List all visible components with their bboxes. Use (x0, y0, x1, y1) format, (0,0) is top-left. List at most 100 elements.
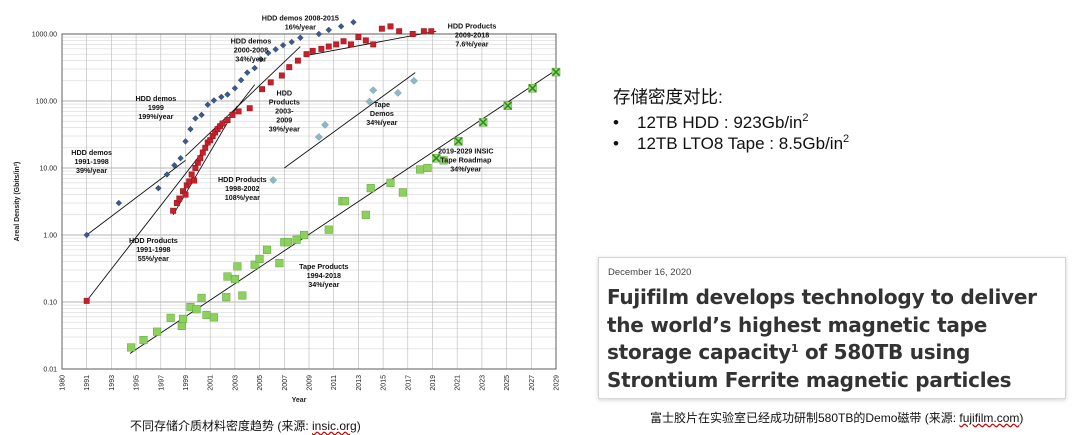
point-square (396, 28, 403, 35)
point-square (340, 38, 347, 45)
point-square (325, 43, 332, 50)
news-caption: 富士胶片在实验室已经成功研制580TB的Demo磁带 (来源: fujifilm… (650, 409, 1023, 426)
point-square (409, 31, 416, 37)
annotation-line: Tape (374, 100, 390, 109)
point-diamond (218, 93, 225, 101)
trend-line (129, 69, 557, 354)
point-diamond (182, 138, 189, 145)
point-diamond (369, 86, 378, 95)
comparison-item-hdd: • 12TB HDD : 923Gb/in2 (613, 112, 849, 133)
point-square (188, 171, 195, 178)
point-square (222, 293, 231, 302)
x-tick-label: 2003 (232, 375, 239, 391)
x-tick-label: 1995 (134, 375, 141, 391)
point-square (223, 272, 232, 281)
point-square (324, 225, 333, 234)
chart-caption-close: ) (356, 419, 361, 433)
footnote-marker: 1 (790, 342, 799, 355)
annotation-line: Products (269, 98, 300, 107)
annotation-line: 2003- (275, 107, 294, 116)
news-caption-text: 富士胶片在实验室已经成功研制580TB的Demo磁带 (来源: (650, 411, 960, 425)
point-diamond (251, 64, 258, 72)
point-square (176, 195, 183, 202)
annotation-line: 2009 (276, 116, 292, 125)
point-diamond (237, 76, 245, 84)
point-square (292, 235, 301, 244)
point-x (454, 137, 463, 146)
point-square (309, 47, 316, 54)
superscript: 2 (802, 112, 809, 124)
annotation-line: HDD demos (231, 37, 272, 46)
point-square (428, 28, 435, 35)
annotation: HDD Products 2009-2018 7.6%/year (448, 22, 497, 49)
annotation-line: 1991-1998 (136, 245, 170, 254)
news-caption-close: ) (1019, 411, 1024, 425)
annotation: Tape Demos 34%/year (366, 100, 397, 127)
y-axis-label: Areal Density (Gbits/in²) (14, 162, 21, 242)
comparison-list: • 12TB HDD : 923Gb/in2 • 12TB LTO8 Tape : … (613, 112, 849, 154)
point-diamond (314, 133, 323, 141)
annotation: HDD demos 2008-2015 16%/year (262, 14, 339, 32)
x-tick-label: 2013 (356, 375, 363, 391)
annotation-line: 55%/year (138, 254, 169, 263)
annotation: 2019-2029 INSIC Tape Roadmap 34%/year (438, 146, 494, 173)
annotation: HDD demos 1999 199%/year (135, 94, 176, 121)
point-square (361, 210, 370, 219)
annotation-line: 2009-2018 (455, 31, 489, 40)
point-square (286, 64, 293, 71)
trend-line (284, 72, 416, 169)
point-square (275, 259, 284, 268)
point-square (262, 245, 272, 254)
point-square (318, 45, 325, 52)
annotation-line: 199%/year (138, 112, 173, 121)
point-square (300, 230, 309, 240)
point-diamond (272, 46, 279, 53)
point-diamond (163, 171, 171, 178)
data-points (83, 18, 561, 352)
point-square (348, 41, 354, 48)
x-tick-label: 1999 (183, 375, 190, 391)
point-diamond (224, 91, 231, 98)
areal-density-chart: 0.01 0.10 1.00 10.00 100.00 1000.00 1980 1991 19… (14, 14, 561, 404)
point-square (235, 108, 242, 115)
point-diamond (264, 49, 272, 57)
point-diamond (115, 199, 123, 207)
y-tick-label: 0.01 (43, 367, 57, 374)
point-square (283, 238, 293, 247)
chart-caption: 不同存储介质材料密度趋势 (来源: insic.org) (130, 417, 361, 434)
x-tick-label: 2007 (282, 375, 289, 391)
density-comparison: 存储密度对比: • 12TB HDD : 923Gb/in2 • 12TB LTO8… (613, 84, 849, 154)
point-square (182, 191, 189, 198)
point-diamond (231, 84, 239, 92)
x-tick-label: 1993 (109, 375, 116, 391)
point-square (192, 165, 199, 171)
annotation-line: 1994-2018 (307, 271, 341, 280)
point-x (528, 84, 537, 93)
superscript: 2 (843, 133, 850, 145)
point-square (191, 177, 198, 184)
annotation-line: 108%/year (225, 193, 260, 202)
point-square (202, 144, 209, 151)
point-diamond (410, 76, 418, 85)
x-tick-label: 1980 (60, 375, 67, 391)
annotation-line: HDD Products (448, 22, 497, 31)
annotation-line: 2019-2029 INSIC (438, 146, 494, 155)
annotation: HDD demos 1991-1998 39%/year (71, 148, 112, 175)
annotation-line: 2000-2008 (234, 46, 268, 55)
x-tick-label: 2011 (331, 375, 338, 390)
x-tick-label: 2001 (208, 375, 215, 391)
point-square (340, 197, 349, 206)
point-square (233, 262, 242, 271)
point-diamond (315, 30, 323, 38)
point-square (378, 25, 385, 32)
point-diamond (210, 97, 218, 104)
x-tick-label: 2009 (307, 375, 314, 391)
point-diamond (279, 41, 287, 49)
x-tick-label: 2021 (455, 375, 462, 391)
point-diamond (365, 97, 374, 106)
point-diamond (155, 184, 162, 192)
point-square (177, 321, 186, 330)
annotation: Tape Products 1994-2018 34%/year (299, 262, 348, 289)
annotation-line: 7.6%/year (455, 40, 488, 49)
point-square (246, 105, 253, 112)
